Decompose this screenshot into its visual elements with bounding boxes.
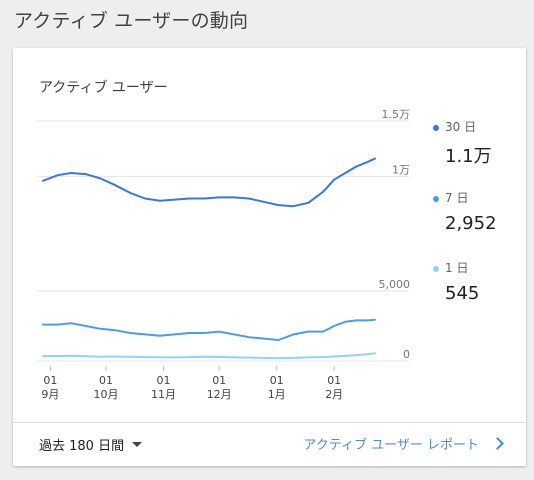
- x-tick-month: 12月: [207, 388, 232, 401]
- x-tick-day: 01: [99, 374, 113, 387]
- active-users-card: アクティブ ユーザー 1万 1.5万 0 5,000 01 9月 01 10月 01 11月 01…: [13, 48, 526, 466]
- legend-dot-30day: [433, 125, 439, 131]
- legend-dot-1day: [433, 266, 439, 272]
- y-tick-label: 0: [403, 348, 410, 361]
- report-link-label: アクティブ ユーザー レポート: [303, 438, 479, 453]
- x-tick-month: 11月: [151, 388, 176, 401]
- card-divider: [13, 422, 526, 423]
- active-users-report-link[interactable]: アクティブ ユーザー レポート: [303, 434, 504, 453]
- chevron-right-icon: [491, 437, 504, 450]
- chart-lines: [42, 157, 376, 360]
- legend-label-1day: 1 日: [445, 261, 469, 275]
- x-tick-month: 9月: [41, 388, 59, 401]
- series-line: [42, 352, 376, 360]
- legend-value-1day: 545: [445, 283, 480, 304]
- x-tick-day: 01: [212, 374, 226, 387]
- legend-label-30day: 30 日: [445, 120, 477, 134]
- x-tick-month: 2月: [325, 388, 343, 401]
- legend-value-30day: 1.1万: [445, 146, 492, 167]
- series-line: [42, 318, 376, 341]
- x-tick-day: 01: [270, 374, 284, 387]
- x-tick-day: 01: [327, 374, 341, 387]
- series-line: [42, 157, 376, 208]
- date-range-label: 過去 180 日間: [39, 439, 125, 454]
- y-tick-label: 1万: [392, 163, 410, 176]
- x-tick-day: 01: [43, 374, 57, 387]
- chart-grid: [37, 120, 409, 371]
- y-axis-labels: 1万 1.5万 0 5,000: [379, 108, 411, 361]
- x-tick-day: 01: [157, 374, 171, 387]
- x-tick-month: 1月: [268, 388, 286, 401]
- page-title: アクティブ ユーザーの動向: [14, 10, 249, 32]
- y-tick-label: 5,000: [379, 278, 411, 291]
- card-title: アクティブ ユーザー: [39, 80, 168, 96]
- legend-dot-7day: [433, 196, 439, 202]
- date-range-dropdown[interactable]: 過去 180 日間: [39, 435, 143, 454]
- legend-label-7day: 7 日: [445, 191, 469, 205]
- x-tick-month: 10月: [94, 388, 119, 401]
- legend-value-7day: 2,952: [445, 213, 497, 234]
- y-tick-label: 1.5万: [382, 108, 411, 121]
- caret-down-icon: [132, 442, 143, 447]
